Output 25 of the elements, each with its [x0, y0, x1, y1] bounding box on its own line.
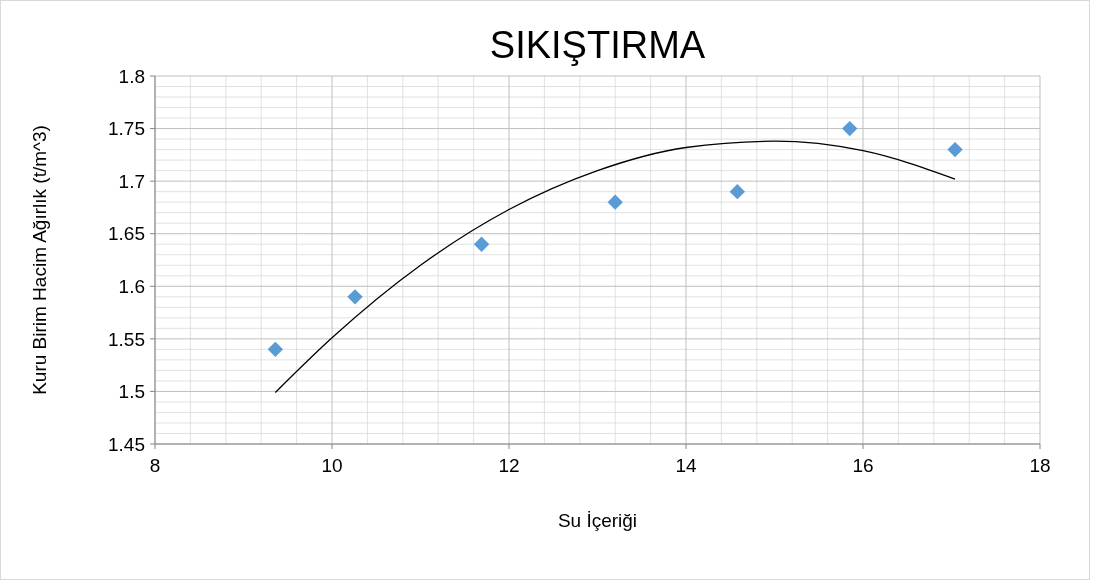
point — [267, 341, 284, 358]
y-tick-label: 1.7 — [118, 170, 145, 192]
y-tick-label: 1.8 — [118, 65, 145, 87]
x-axis-title: Su İçeriği — [557, 510, 638, 531]
x-tick-label: 8 — [149, 455, 161, 476]
point — [947, 141, 963, 158]
point — [347, 289, 363, 305]
y-tick-label: 1.65 — [108, 223, 145, 245]
point — [842, 120, 858, 137]
y-tick-label: 1.55 — [108, 328, 145, 350]
x-tick-label: 12 — [498, 455, 520, 476]
point — [473, 236, 490, 252]
y-tick-label: 1.75 — [108, 118, 145, 140]
y-tick-label: 1.45 — [108, 433, 145, 455]
line-series — [274, 140, 956, 394]
point — [729, 183, 745, 200]
y-tick-label: 1.5 — [118, 381, 145, 403]
x-tick-label: 18 — [1029, 455, 1051, 476]
x-tick-label: 16 — [852, 455, 874, 476]
y-tick-label: 1.6 — [118, 275, 145, 297]
point — [607, 194, 623, 210]
x-tick-label: 10 — [321, 455, 343, 476]
y-axis-title: Kuru Birim Hacim Ağırlık (t/m^3) — [29, 125, 50, 395]
chart-title: SIKIŞTIRMA — [489, 24, 706, 66]
x-tick-label: 14 — [675, 455, 697, 476]
